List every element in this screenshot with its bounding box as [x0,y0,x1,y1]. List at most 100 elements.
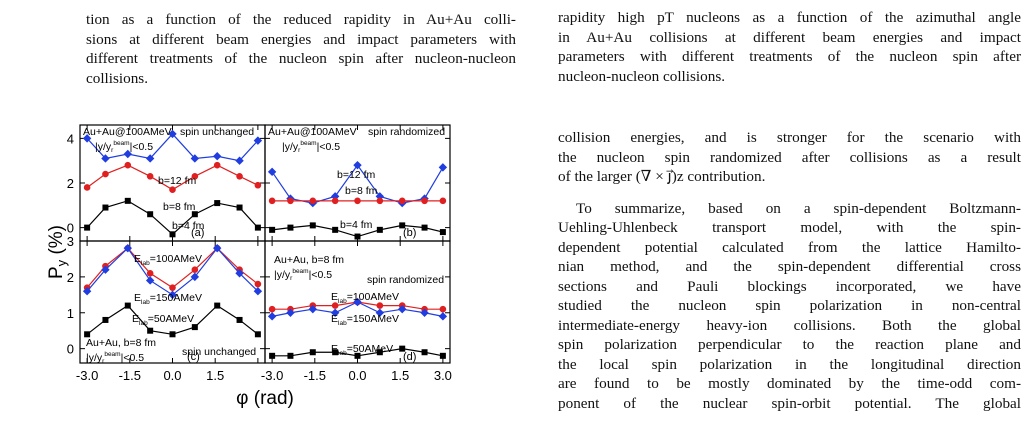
data-point [83,184,91,191]
data-point [124,302,131,309]
data-point [398,197,406,205]
right-figure-caption: rapidity high pT nucleons as a function … [558,8,1021,86]
x-tick-label: -3.0 [261,368,283,383]
data-point [439,352,446,359]
series-label: b=4 fm [340,219,373,231]
data-point [420,308,429,317]
data-point [421,224,428,231]
data-point [268,197,276,205]
data-point [309,349,316,356]
data-point [168,129,177,139]
caption-line: collisions. [86,69,149,87]
data-point [269,226,276,233]
data-point [286,308,295,317]
data-point [399,345,406,352]
data-point [169,231,176,238]
data-point [438,312,448,321]
data-point [353,160,362,170]
data-point [268,305,276,313]
data-point [214,200,221,207]
caption-line: different treatments of the nucleon spin… [86,50,516,67]
data-point [145,154,155,163]
y-axis-label: Py (%) [46,225,69,279]
panel-header: Au+Au@100AMeV [83,126,172,138]
data-point [145,276,155,285]
series-label: b=12 fm [337,169,375,181]
data-point [169,284,176,291]
data-point [375,308,385,317]
data-point [235,156,244,165]
caption-line: in Au+Au collisions at different beam en… [558,28,1021,46]
data-point [332,349,339,356]
series-label: Elab=150AMeV [134,292,202,306]
data-point [213,152,222,161]
data-point [124,161,132,169]
panel-header: Au+Au@100AMeV [268,126,357,138]
data-point [169,186,176,193]
data-point [439,197,447,205]
data-point [191,266,199,274]
data-point [147,327,154,334]
data-point [438,163,448,172]
data-point [124,197,131,204]
data-point [213,161,221,169]
y-tick-label: 1 [67,306,74,321]
data-point [269,352,276,359]
data-point [191,173,199,180]
series-label: b=8 fm [345,185,378,197]
data-point [253,136,263,145]
caption-line: rapidity high pT nucleons as a function … [558,9,1021,26]
series-label: Elab=50AMeV [132,313,194,327]
data-point [123,243,132,253]
data-point [84,331,91,338]
panel-letter: (a) [191,227,204,239]
body-line: studied the nucleon spin polarization in… [558,297,1021,314]
data-point [190,154,200,163]
y-tick-label: 2 [67,270,74,285]
caption-line: parameters with different treatments of … [558,48,1021,65]
data-point [190,272,200,282]
data-point [191,211,198,218]
panel-c [79,240,266,364]
panel-header: Au+Au, b=8 fm [86,337,156,349]
body-paragraph-1: collision energies, and is stronger for … [558,128,1021,187]
body-line: the local spin polarization in the longi… [558,355,1021,373]
data-point [253,287,263,296]
data-point [214,302,221,309]
data-point [421,349,428,356]
body-line: are found to be mostly dominated by the … [558,375,1021,392]
data-point [84,224,91,231]
data-point [376,226,383,233]
body-line: collision energies, and is stronger for … [558,129,1021,146]
y-tick-label: 2 [67,176,74,191]
y-tick-label: 0 [67,221,74,236]
series-label: b=12 fm [158,175,196,187]
panel-letter: (c) [187,351,200,363]
data-point [309,197,317,205]
series-label: b=4 fm [172,220,205,232]
data-point [101,154,110,163]
rapidity-cut-label: |y/yrbeam|<0.5 [95,140,153,154]
data-point [267,167,277,177]
body-line: spin polarization perpendicular to the r… [558,336,1021,353]
x-tick-label: -1.5 [304,368,326,383]
data-point [354,197,361,205]
body-line: ponent of the nuclear spin-orbit potenti… [558,394,1021,412]
data-point [309,222,316,229]
data-point [235,269,244,278]
series-label: b=8 fm [163,201,196,213]
data-point [102,204,109,211]
right-column: rapidity high pT nucleons as a function … [558,8,1021,413]
body-line: the nucleon spin randomized after collis… [558,148,1021,166]
data-point [376,302,384,309]
data-point [354,233,361,240]
x-tick-label: 1.5 [391,368,409,383]
data-point [146,269,154,277]
data-point [287,224,294,231]
x-tick-label: -1.5 [119,368,141,383]
data-point [102,316,109,323]
caption-line: nucleon-nucleon collisions. [558,67,726,85]
scenario-label: spin unchanged [180,126,254,138]
series-label: Elab=150AMeV [331,313,399,327]
body-paragraph-2: To summarize, based on a spin-dependent … [558,199,1021,414]
